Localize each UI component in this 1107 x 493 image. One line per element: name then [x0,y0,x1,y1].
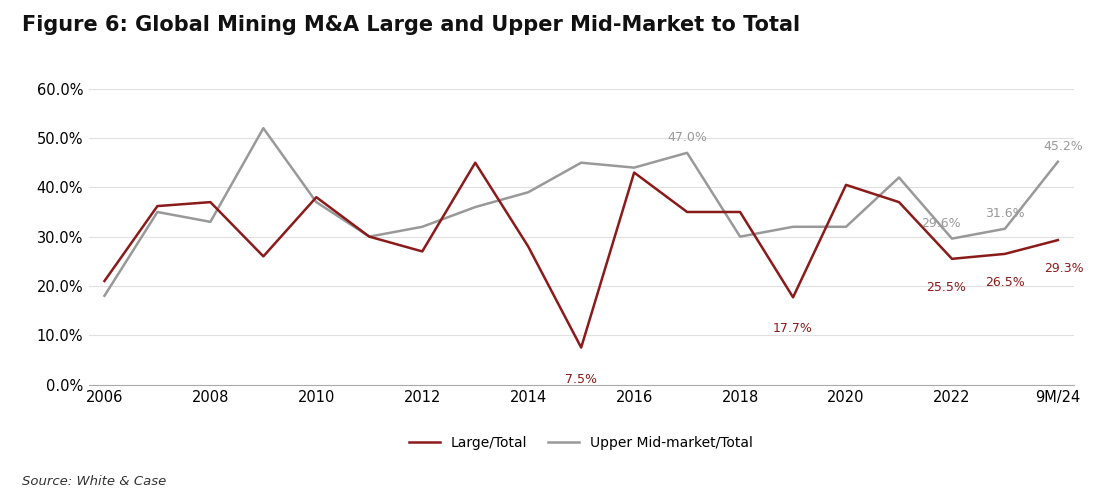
Upper Mid-market/Total [999,226,1012,232]
Text: 25.5%: 25.5% [927,281,966,294]
Upper Mid-market/Total [681,150,694,156]
Upper Mid-market/Total [1052,159,1065,165]
Upper Mid-market/Total [415,224,428,230]
Upper Mid-market/Total [628,165,641,171]
Text: 26.5%: 26.5% [985,276,1025,289]
Large/Total [310,194,323,200]
Text: 31.6%: 31.6% [985,208,1025,220]
Upper Mid-market/Total [151,209,164,215]
Upper Mid-market/Total [575,160,588,166]
Large/Total [363,234,376,240]
Large/Total [204,199,217,205]
Line: Upper Mid-market/Total: Upper Mid-market/Total [104,128,1058,296]
Upper Mid-market/Total [97,293,111,299]
Large/Total [151,203,164,209]
Upper Mid-market/Total [839,224,852,230]
Upper Mid-market/Total [521,189,535,195]
Upper Mid-market/Total [257,125,270,131]
Text: 47.0%: 47.0% [668,132,707,144]
Large/Total [628,170,641,176]
Large/Total [97,278,111,284]
Upper Mid-market/Total [786,224,799,230]
Text: 17.7%: 17.7% [773,322,813,335]
Upper Mid-market/Total [945,236,959,242]
Text: Figure 6: Global Mining M&A Large and Upper Mid-Market to Total: Figure 6: Global Mining M&A Large and Up… [22,15,800,35]
Text: 29.6%: 29.6% [921,217,961,230]
Upper Mid-market/Total [363,234,376,240]
Upper Mid-market/Total [204,219,217,225]
Upper Mid-market/Total [892,175,906,180]
Legend: Large/Total, Upper Mid-market/Total: Large/Total, Upper Mid-market/Total [410,436,753,450]
Large/Total [468,160,482,166]
Upper Mid-market/Total [310,199,323,205]
Large/Total [734,209,747,215]
Large/Total [839,182,852,188]
Text: 45.2%: 45.2% [1044,141,1084,153]
Large/Total [681,209,694,215]
Line: Large/Total: Large/Total [104,163,1058,348]
Large/Total [575,345,588,351]
Large/Total [1052,237,1065,243]
Text: 7.5%: 7.5% [566,373,597,386]
Upper Mid-market/Total [468,204,482,210]
Large/Total [521,244,535,249]
Large/Total [999,251,1012,257]
Large/Total [892,199,906,205]
Large/Total [945,256,959,262]
Text: 29.3%: 29.3% [1044,262,1084,275]
Large/Total [786,294,799,300]
Text: Source: White & Case: Source: White & Case [22,475,166,488]
Upper Mid-market/Total [734,234,747,240]
Large/Total [257,253,270,259]
Large/Total [415,248,428,254]
